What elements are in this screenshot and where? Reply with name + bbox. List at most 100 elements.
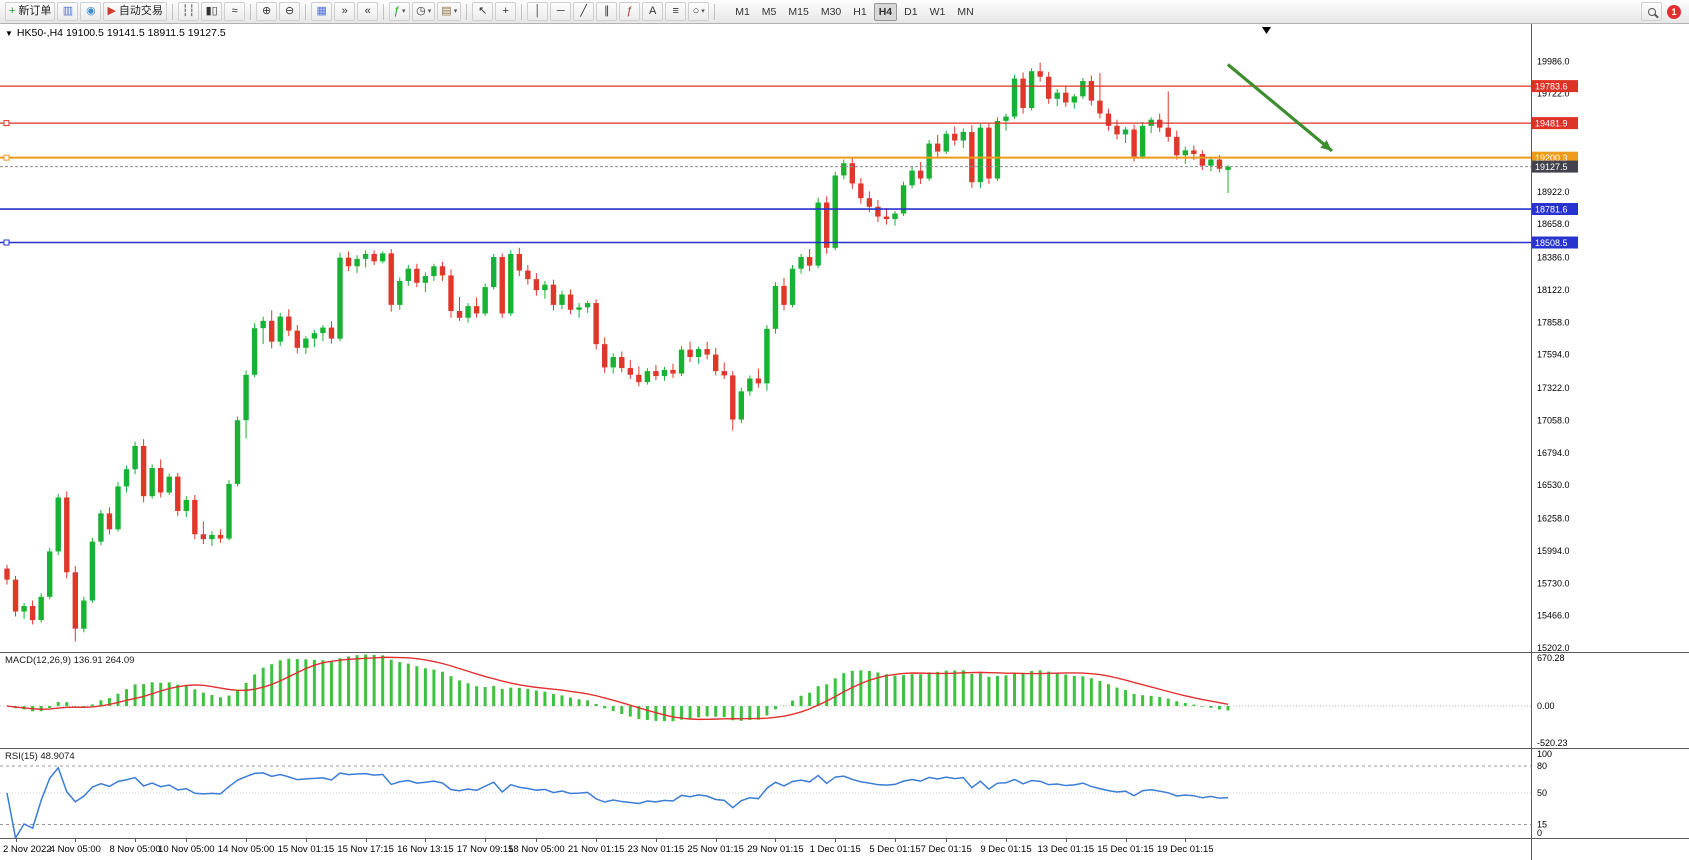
one-click-trading-arrow[interactable]: ▼ (5, 28, 13, 38)
time-tick-label: 1 Dec 01:15 (809, 844, 861, 855)
horizontal-line-icon: ─ (556, 5, 565, 17)
time-tick-label: 13 Dec 01:15 (1037, 844, 1095, 855)
fibonacci-icon: ƒ (626, 5, 633, 17)
svg-text:18658.0: 18658.0 (1537, 219, 1570, 229)
timeframe-button-m15[interactable]: M15 (788, 5, 809, 18)
equidistant-channel-button[interactable]: ∥ (596, 2, 618, 21)
time-tick-label: 16 Nov 13:15 (397, 844, 454, 855)
toolbar: + 新订单 ▥ ◉ ▶ 自动交易 ┆┆ ▮▯ ≈ ⊕ ⊖ ▦» «ƒ ▾ ◷ ▾ ▤ ▾ ↖ + │ ─ ╱ ∥ ƒ A ≡ ○ ▾ M1… (0, 0, 1689, 24)
support-line-18781-price-tag (1532, 203, 1578, 216)
time-tick-mark (596, 839, 598, 842)
macd-axis-labels[interactable]: 670.28 0.00 -520.23 (1537, 653, 1568, 748)
svg-text:17058.0: 17058.0 (1537, 415, 1570, 425)
notification-badge[interactable]: 1 (1667, 4, 1681, 19)
search-button[interactable] (1641, 2, 1662, 21)
rsi-axis-labels[interactable]: 100 80 50 150 (1537, 749, 1552, 838)
price-axis-border (1531, 839, 1532, 860)
label-button[interactable]: ≡ (665, 2, 687, 21)
svg-text:670.28: 670.28 (1537, 653, 1565, 663)
text-icon: A (649, 5, 657, 17)
indicators-icon: ƒ (393, 5, 400, 17)
time-tick-mark (425, 839, 427, 842)
timeframe-button-d1[interactable]: D1 (904, 5, 918, 18)
macd-pane[interactable]: 670.28 0.00 -520.23 MACD(12,26,9) 136.91 2… (0, 652, 1689, 748)
timeframe-button-w1[interactable]: W1 (929, 5, 946, 18)
profiles-button[interactable]: ◉ (80, 2, 102, 21)
trend-arrow[interactable] (1226, 63, 1333, 153)
shapes-icon: ○ (692, 5, 700, 17)
time-tick-label: 23 Nov 01:15 (627, 844, 685, 855)
timeframe-button-m5[interactable]: M5 (761, 5, 777, 18)
support-line-18508-handle[interactable] (3, 239, 10, 246)
chart-window-icon: ▥ (62, 5, 74, 17)
main-chart-pane[interactable]: 19986.019722.019458.019194.018922.018658… (0, 24, 1689, 652)
timeframe-button-h1[interactable]: H1 (853, 5, 867, 18)
timeframe-button-m30[interactable]: M30 (820, 5, 842, 18)
auto-scroll-button[interactable]: » (334, 2, 356, 21)
pivot-line-19200-handle[interactable] (3, 154, 10, 161)
time-tick-label: 9 Dec 01:15 (980, 844, 1032, 855)
periods-button[interactable]: ◷ ▾ (412, 2, 436, 21)
vertical-line-icon: │ (534, 5, 542, 17)
timeframe-button-m1[interactable]: M1 (735, 5, 750, 18)
cursor-button[interactable]: ↖ (472, 2, 494, 21)
trendline-button[interactable]: ╱ (573, 2, 595, 21)
macd-histogram (14, 654, 1230, 722)
autotrading-button[interactable]: ▶ 自动交易 (103, 2, 167, 21)
timeframe-button-mn[interactable]: MN (957, 5, 974, 18)
line-chart-button[interactable]: ≈ (224, 2, 246, 21)
time-tick-mark (15, 839, 17, 842)
zoom-out-button[interactable]: ⊖ (279, 2, 301, 21)
indicators-button[interactable]: ƒ ▾ (389, 2, 411, 21)
timeframe-button-h4[interactable]: H4 (873, 2, 898, 21)
new-order-button[interactable]: + 新订单 (5, 2, 56, 21)
resistance-line-19481-handle[interactable] (3, 120, 10, 127)
vertical-line-button[interactable]: │ (527, 2, 549, 21)
svg-text:17322.0: 17322.0 (1537, 383, 1570, 393)
svg-text:-520.23: -520.23 (1537, 738, 1568, 748)
svg-text:0: 0 (1537, 828, 1542, 838)
zoom-in-button[interactable]: ⊕ (256, 2, 278, 21)
price-chart[interactable]: 19986.019722.019458.019194.018922.018658… (0, 24, 1689, 652)
resistance-line-19783-price-tag (1532, 80, 1578, 93)
ohlc-bars-button[interactable]: ┆┆ (177, 2, 200, 21)
time-tick-mark (365, 839, 367, 842)
svg-text:15202.0: 15202.0 (1537, 643, 1570, 652)
time-tick-label: 15 Nov 17:15 (337, 844, 394, 855)
candlestick-chart-button[interactable]: ▮▯ (201, 2, 223, 21)
cursor-icon: ↖ (478, 5, 488, 17)
time-tick-label: 2 Nov 2022 (3, 844, 52, 855)
fibonacci-button[interactable]: ƒ (619, 2, 641, 21)
rsi-chart[interactable]: 100 80 50 150 (0, 748, 1689, 838)
macd-chart[interactable]: 670.28 0.00 -520.23 (0, 652, 1689, 748)
toolbar-items: + 新订单 ▥ ◉ ▶ 自动交易 ┆┆ ▮▯ ≈ ⊕ ⊖ ▦» «ƒ ▾ ◷ ▾ ▤ ▾ ↖ + │ ─ ╱ ∥ ƒ A ≡ ○ ▾ M1… (4, 0, 980, 23)
svg-text:18386.0: 18386.0 (1537, 253, 1570, 263)
tile-windows-icon: ▦ (316, 5, 327, 17)
rsi-pane[interactable]: 100 80 50 15 0 RSI(15) 48.9074 (0, 748, 1689, 838)
time-tick-label: 15 Dec 01:15 (1097, 844, 1154, 855)
time-tick-label: 4 Nov 05:00 (49, 844, 101, 855)
template-icon: ▤ (441, 5, 452, 17)
time-tick-mark (895, 839, 896, 842)
time-axis[interactable]: 2 Nov 2022 4 Nov 05:00 8 Nov 05:00 10 Nov 0… (0, 838, 1689, 860)
templates-button[interactable]: ▤ ▾ (437, 2, 462, 21)
toolbar-separator (305, 3, 307, 20)
charts-window-button[interactable]: ▥ (57, 2, 79, 21)
label-icon: ≡ (672, 5, 679, 17)
time-tick-mark (835, 839, 837, 842)
chart-shift-button[interactable]: « (357, 2, 379, 21)
chevron-down-icon: ▾ (401, 8, 406, 15)
shapes-button[interactable]: ○ ▾ (688, 2, 710, 21)
svg-text:16794.0: 16794.0 (1537, 448, 1570, 458)
text-button[interactable]: A (642, 2, 664, 21)
tile-windows-button[interactable]: ▦ (311, 2, 333, 21)
svg-text:50: 50 (1537, 788, 1547, 798)
time-tick-mark (1065, 839, 1067, 842)
chart-shift-marker[interactable] (1262, 27, 1271, 34)
svg-text:18122.0: 18122.0 (1537, 285, 1570, 295)
horizontal-line-button[interactable]: ─ (550, 2, 572, 21)
crosshair-button[interactable]: + (495, 2, 517, 21)
candlestick-icon: ▮▯ (205, 5, 218, 17)
macd-label: MACD(12,26,9) 136.91 264.09 (5, 655, 135, 666)
y-axis-labels[interactable]: 19986.019722.019458.019194.018922.018658… (1537, 56, 1570, 652)
